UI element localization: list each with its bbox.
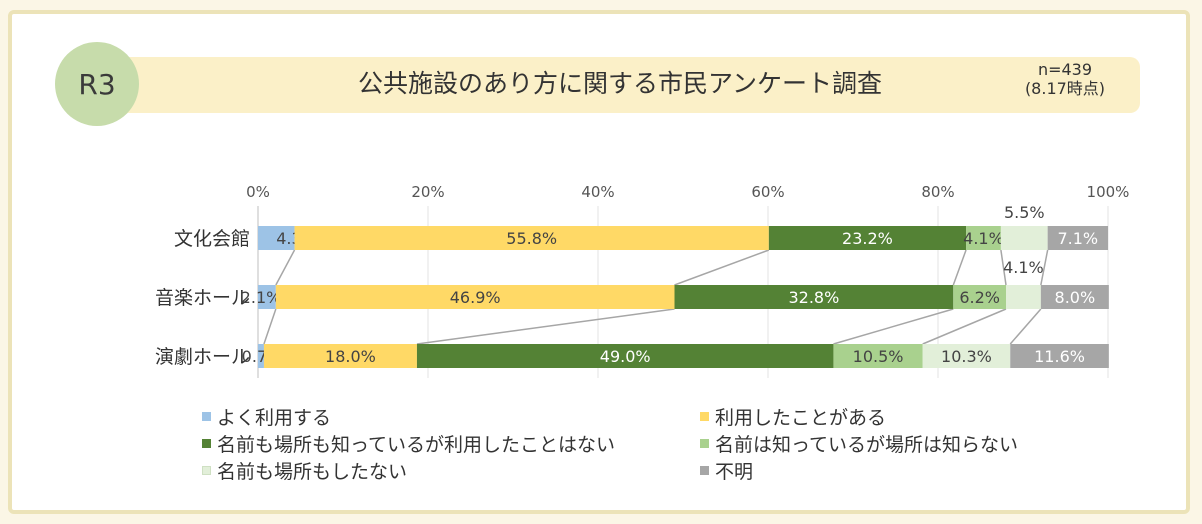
x-tick-label-5: 100% (1087, 183, 1130, 201)
data-label-0-1: 55.8% (506, 229, 557, 248)
bar-0-0 (258, 226, 295, 250)
data-label-0-2: 23.2% (842, 229, 893, 248)
legend-swatch-0 (202, 412, 211, 421)
data-label-0-3: 4.1% (963, 229, 1004, 248)
category-label-2: 演劇ホール (155, 346, 250, 368)
bar-0-3 (966, 226, 1001, 250)
year-badge: R3 (55, 42, 139, 126)
bar-2-4 (922, 344, 1011, 368)
bar-1-1 (275, 285, 675, 309)
legend-label-0: よく利用する (217, 407, 332, 429)
data-label-1-5: 8.0% (1055, 288, 1096, 307)
legend-item-0: よく利用する (202, 403, 331, 430)
category-label-0: 文化会館 (174, 228, 250, 250)
bar-2-0 (258, 344, 264, 368)
data-label-2-4: 10.3% (941, 347, 992, 366)
data-label-1-4: 4.1% (1003, 258, 1044, 277)
bar-1-4 (1006, 285, 1041, 309)
bar-1-0 (258, 285, 276, 309)
legend-item-4: 名前も場所もしたない (202, 457, 407, 484)
connector-0-4 (1040, 249, 1049, 286)
x-tick-label-0: 0% (246, 183, 270, 201)
connector-1-1 (416, 308, 675, 345)
bar-0-2 (768, 226, 967, 250)
legend-item-3: 名前は知っているが場所は知らない (700, 430, 1018, 457)
bar-2-5 (1010, 344, 1109, 368)
bar-2-1 (263, 344, 417, 368)
x-tick-label-3: 60% (751, 183, 784, 201)
data-label-1-0: 2.1% (241, 288, 282, 307)
bar-0-1 (294, 226, 769, 250)
connector-0-2 (952, 249, 967, 286)
connector-1-2 (833, 308, 954, 345)
chart-title: 公共施設のあり方に関する市民アンケート調査 (357, 69, 882, 98)
data-label-2-2: 49.0% (600, 347, 651, 366)
bar-1-2 (674, 285, 954, 309)
legend-item-1: 利用したことがある (700, 403, 886, 430)
legend-swatch-1 (700, 412, 709, 421)
x-tick-label-2: 40% (581, 183, 614, 201)
data-label-1-3: 6.2% (959, 288, 1000, 307)
bar-0-4 (1000, 226, 1048, 250)
data-label-0-5: 7.1% (1057, 229, 1098, 248)
connector-1-0 (263, 308, 277, 345)
legend-item-2: 名前も場所も知っているが利用したことはない (202, 430, 615, 457)
data-label-2-5: 11.6% (1034, 347, 1085, 366)
connector-0-1 (674, 249, 770, 286)
survey-date: (8.17時点) (1024, 79, 1106, 98)
bar-2-2 (416, 344, 834, 368)
connector-1-3 (922, 308, 1007, 345)
legend-label-1: 利用したことがある (715, 407, 887, 429)
data-label-1-1: 46.9% (450, 288, 501, 307)
legend-label-5: 不明 (715, 461, 754, 483)
legend-label-3: 名前は知っているが場所は知らない (715, 434, 1019, 456)
bar-1-5 (1040, 285, 1109, 309)
data-label-0-4: 5.5% (1004, 203, 1045, 222)
legend-swatch-2 (202, 439, 211, 448)
legend-label-4: 名前も場所もしたない (217, 461, 408, 483)
legend-item-5: 不明 (700, 457, 753, 484)
sample-size: n=439 (1037, 60, 1093, 79)
legend-swatch-4 (202, 466, 211, 475)
bar-0-5 (1047, 226, 1108, 250)
legend-swatch-3 (700, 439, 709, 448)
connector-0-3 (1000, 249, 1007, 286)
bar-1-3 (953, 285, 1006, 309)
category-label-1: 音楽ホール (155, 287, 250, 309)
legend-label-2: 名前も場所も知っているが利用したことはない (217, 434, 616, 456)
connector-1-4 (1009, 308, 1042, 345)
connector-0-0 (275, 249, 296, 286)
data-label-1-2: 32.8% (788, 288, 839, 307)
sample-info: n=439 (8.17時点) (1005, 60, 1125, 98)
x-tick-label-4: 80% (921, 183, 954, 201)
legend-swatch-5 (700, 466, 709, 475)
data-label-2-1: 18.0% (325, 347, 376, 366)
title-banner (100, 57, 1140, 113)
data-label-2-3: 10.5% (853, 347, 904, 366)
x-tick-label-1: 20% (411, 183, 444, 201)
bar-2-3 (833, 344, 923, 368)
